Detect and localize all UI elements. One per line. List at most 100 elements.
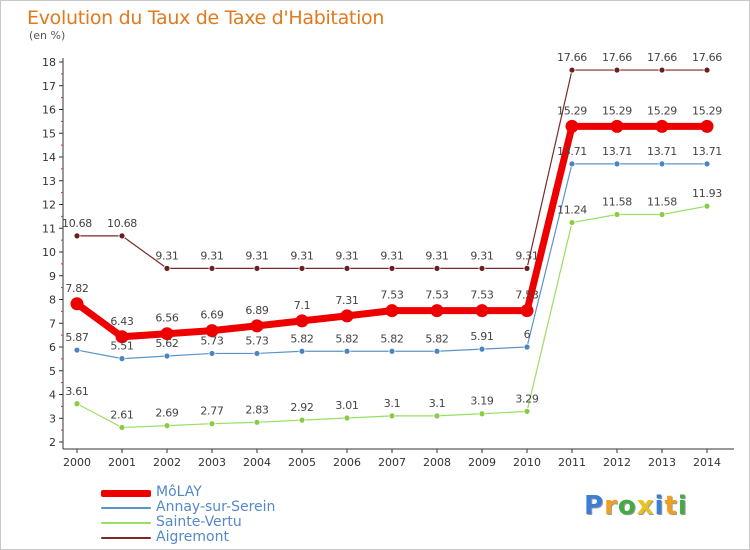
data-label: 6.56: [155, 312, 179, 325]
data-point: [478, 264, 486, 272]
data-label: 7.1: [294, 299, 311, 312]
y-tick-label: 11: [42, 222, 56, 235]
y-tick-label: 9: [49, 270, 56, 283]
data-point: [703, 160, 711, 168]
data-point: [253, 418, 261, 426]
data-label: 6.69: [200, 309, 224, 322]
data-point: [343, 264, 351, 272]
data-label: 7.53: [515, 289, 539, 302]
data-point: [70, 297, 84, 311]
data-label: 7.53: [425, 289, 449, 302]
data-point: [520, 304, 534, 318]
data-point: [73, 400, 81, 408]
data-point: [340, 309, 354, 323]
logo-letter: x: [636, 491, 655, 521]
data-label: 17.66: [647, 51, 677, 64]
data-point: [658, 211, 666, 218]
data-label: 9.31: [470, 249, 493, 262]
data-label: 2.83: [245, 403, 269, 416]
data-point: [298, 347, 306, 355]
data-label: 13.71: [602, 145, 632, 158]
data-label: 9.31: [380, 249, 403, 262]
data-point: [388, 412, 396, 420]
data-point: [343, 414, 351, 422]
logo-letter: P: [584, 491, 605, 521]
data-point: [118, 355, 126, 363]
data-label: 3.29: [515, 392, 539, 405]
legend-label: Sainte-Vertu: [156, 514, 242, 530]
data-point: [73, 346, 81, 354]
legend-swatch: [101, 522, 151, 524]
data-label: 17.66: [557, 51, 587, 64]
logo-letter: t: [664, 491, 678, 521]
data-point: [703, 66, 711, 74]
x-tick-label: 2014: [693, 456, 721, 469]
data-label: 9.31: [335, 249, 358, 262]
data-label: 11.58: [647, 195, 677, 208]
x-tick-label: 2001: [108, 456, 136, 469]
data-label: 5.87: [65, 331, 89, 344]
data-label: 3.19: [470, 395, 494, 408]
data-label: 2.69: [155, 407, 179, 420]
data-point: [568, 66, 576, 74]
data-point: [163, 352, 171, 360]
y-tick-label: 7: [49, 317, 56, 330]
data-point: [253, 350, 261, 357]
data-point: [478, 410, 486, 418]
data-point: [433, 264, 441, 272]
legend-label: Annay-sur-Serein: [156, 499, 276, 515]
data-point: [298, 264, 306, 272]
y-tick-label: 4: [49, 389, 56, 402]
logo-letter: i: [677, 491, 688, 521]
data-point: [163, 264, 171, 272]
data-label: 9.31: [200, 249, 223, 262]
y-tick-label: 8: [49, 294, 56, 307]
x-tick-label: 2010: [513, 456, 541, 469]
x-tick-label: 2007: [378, 456, 406, 469]
data-point: [565, 119, 579, 133]
data-point: [208, 350, 216, 357]
data-label: 5.82: [290, 332, 313, 345]
chart-title: Evolution du Taux de Taxe d'Habitation: [27, 7, 385, 29]
data-point: [655, 119, 669, 133]
data-point: [118, 424, 126, 431]
data-label: 11.24: [557, 204, 587, 217]
data-point: [385, 304, 399, 318]
series-line-3: [76, 69, 708, 269]
data-label: 10.68: [62, 217, 92, 230]
y-tick-label: 17: [42, 80, 56, 93]
data-point: [118, 232, 126, 240]
data-point: [658, 160, 666, 168]
y-tick-label: 3: [49, 412, 56, 425]
data-label: 15.29: [692, 104, 722, 117]
data-label: 5.51: [110, 340, 133, 353]
data-point: [700, 119, 714, 133]
data-label: 17.66: [602, 51, 632, 64]
data-point: [208, 264, 216, 272]
data-point: [523, 264, 531, 272]
data-point: [613, 211, 621, 218]
y-tick-label: 15: [42, 127, 56, 140]
data-label: 3.61: [65, 385, 88, 398]
proxiti-logo: Proxiti: [584, 491, 688, 521]
data-label: 13.71: [647, 145, 677, 158]
y-tick-label: 13: [42, 175, 56, 188]
data-label: 5.82: [425, 332, 448, 345]
data-label: 7.31: [335, 294, 358, 307]
legend-swatch: [101, 507, 151, 509]
data-point: [163, 422, 171, 430]
data-point: [478, 345, 486, 353]
data-label: 6: [524, 328, 531, 341]
data-label: 13.71: [557, 145, 587, 158]
data-point: [613, 160, 621, 168]
y-tick-label: 10: [42, 246, 56, 259]
data-point: [343, 347, 351, 355]
data-point: [433, 347, 441, 355]
data-label: 2.61: [110, 409, 133, 422]
logo-letter: i: [654, 491, 665, 521]
x-tick-label: 2006: [333, 456, 361, 469]
data-point: [568, 219, 576, 226]
data-label: 15.29: [557, 104, 587, 117]
